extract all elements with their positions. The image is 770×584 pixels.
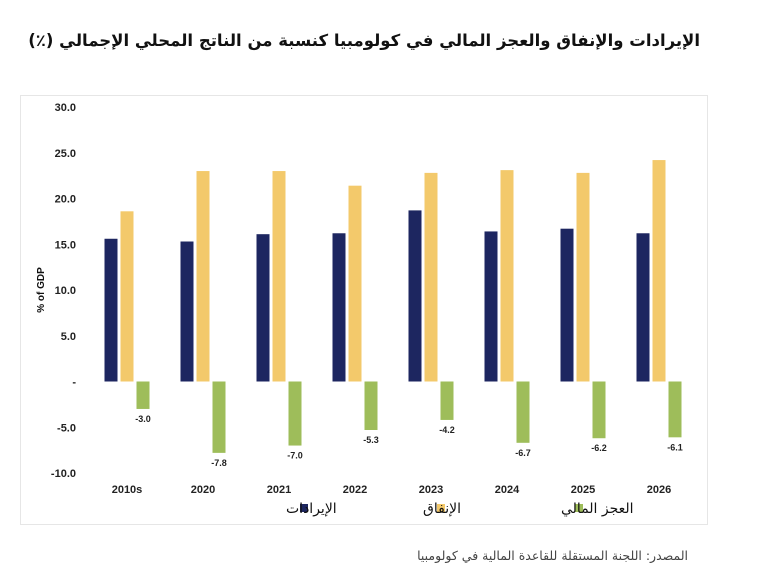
spending-bar	[500, 170, 514, 382]
deficit-data-label: -7.8	[211, 458, 227, 468]
y-tick-label: -	[72, 377, 76, 389]
x-tick-label: 2021	[267, 484, 291, 496]
legend-marker	[437, 504, 445, 512]
x-tick-label: 2026	[647, 484, 671, 496]
deficit-bar	[516, 381, 530, 443]
deficit-data-label: -6.1	[667, 442, 683, 452]
spending-bar	[348, 185, 362, 382]
source-note: المصدر: اللجنة المستقلة للقاعدة المالية …	[417, 548, 688, 563]
spending-bar	[272, 171, 286, 382]
x-tick-label: 2024	[495, 484, 520, 496]
x-tick-label: 2023	[419, 484, 443, 496]
deficit-data-label: -6.2	[591, 443, 607, 453]
revenue-bar	[332, 233, 346, 382]
spending-bar	[120, 211, 134, 382]
revenue-bar	[484, 231, 498, 382]
deficit-data-label: -7.0	[287, 451, 303, 461]
chart-title: الإيرادات والإنفاق والعجز المالي في كولو…	[28, 31, 700, 50]
spending-bar	[424, 172, 438, 382]
y-tick-label: 20.0	[55, 194, 76, 206]
revenue-bar	[256, 234, 270, 382]
deficit-data-label: -4.2	[439, 425, 455, 435]
deficit-bar	[136, 381, 150, 409]
y-tick-label: 25.0	[55, 148, 76, 160]
y-tick-label: 10.0	[55, 285, 76, 297]
x-tick-label: 2010s	[112, 484, 143, 496]
deficit-bar	[592, 381, 606, 439]
deficit-bar	[288, 381, 302, 446]
deficit-data-label: -3.0	[135, 414, 151, 424]
deficit-data-label: -6.7	[515, 448, 531, 458]
y-axis-title: % of GDP	[36, 267, 47, 313]
deficit-bar	[364, 381, 378, 430]
spending-bar	[652, 160, 666, 382]
legend-label: العجز المالي	[561, 501, 634, 517]
chart-area	[20, 95, 708, 525]
deficit-bar	[668, 381, 682, 438]
spending-bar	[576, 172, 590, 382]
y-tick-label: 5.0	[61, 331, 76, 343]
y-tick-label: 30.0	[55, 102, 76, 114]
deficit-data-label: -5.3	[363, 435, 379, 445]
deficit-bar	[440, 381, 454, 420]
x-tick-label: 2020	[191, 484, 215, 496]
legend-label: الإنفاق	[423, 501, 461, 517]
y-tick-label: 15.0	[55, 239, 76, 251]
revenue-bar	[636, 233, 650, 382]
legend-marker	[575, 504, 583, 512]
spending-bar	[196, 171, 210, 382]
deficit-bar	[212, 381, 226, 453]
x-tick-label: 2025	[571, 484, 595, 496]
legend-marker	[300, 504, 308, 512]
revenue-bar	[408, 210, 422, 382]
revenue-bar	[560, 228, 574, 382]
x-tick-label: 2022	[343, 484, 367, 496]
y-tick-label: -5.0	[57, 422, 76, 434]
revenue-bar	[104, 238, 118, 382]
legend-label: الإيرادات	[286, 501, 337, 517]
revenue-bar	[180, 241, 194, 382]
y-tick-label: -10.0	[51, 468, 76, 480]
